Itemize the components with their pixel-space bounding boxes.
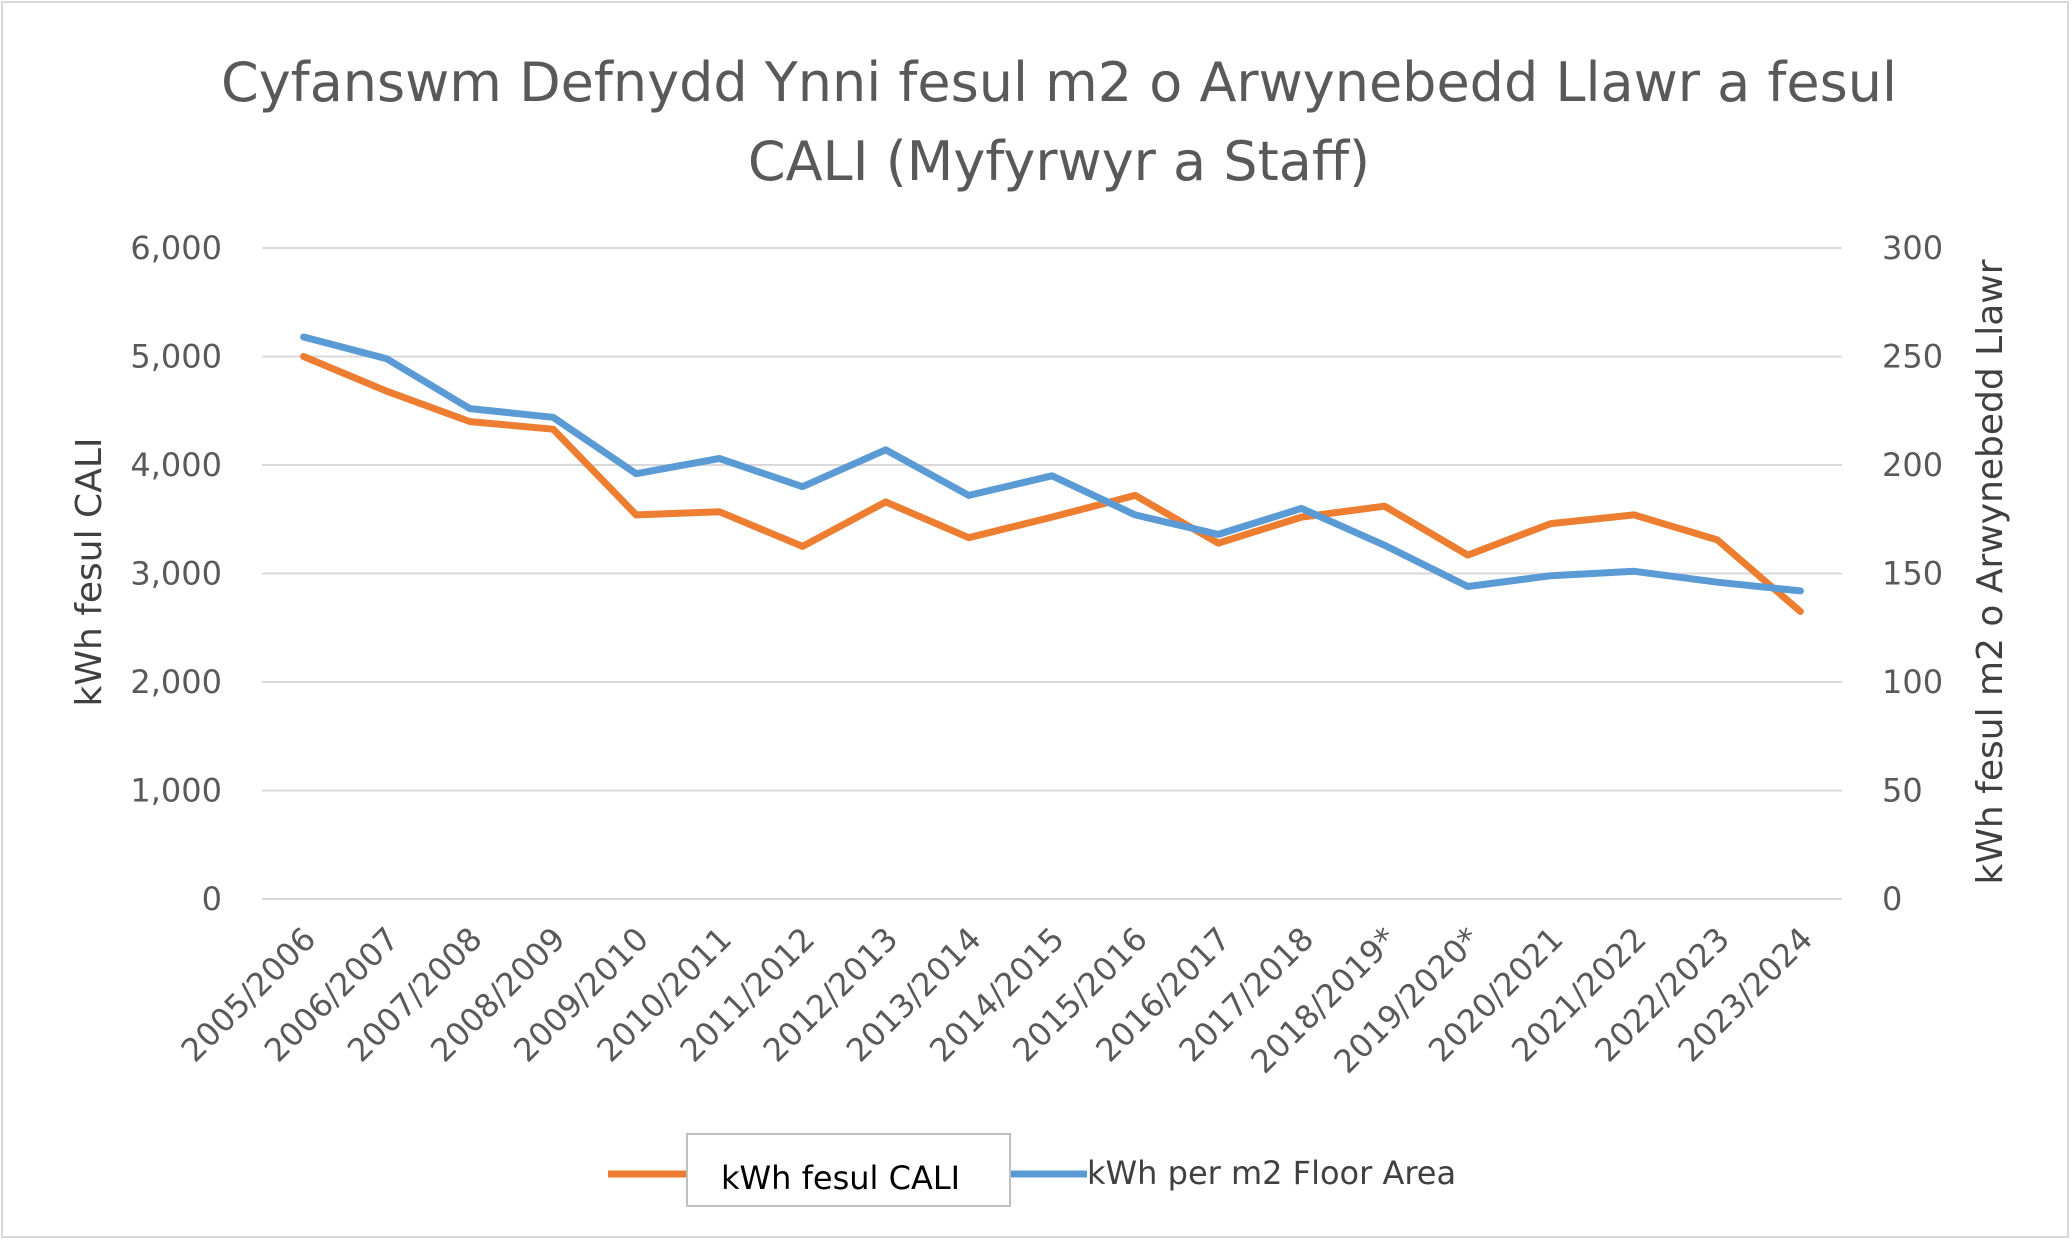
legend-label-cali: kWh fesul CALI [721,1159,960,1197]
chart-title: Cyfanswm Defnydd Ynni fesul m2 o Arwyneb… [221,51,1897,193]
x-axis-ticks: 2005/20062006/20072007/20082008/20092009… [174,920,1821,1081]
gridlines [262,247,1842,900]
right-axis-title: kWh fesul m2 o Arwynebedd Llawr [1970,259,2011,884]
series-line-cali [300,353,1804,615]
left-tick-label: 2,000 [130,663,222,701]
right-tick-label: 300 [1882,229,1943,267]
series-lines [300,333,1804,615]
left-tick-label: 5,000 [130,338,222,376]
legend-label-box [686,1133,1011,1207]
right-tick-label: 150 [1882,555,1943,593]
left-tick-label: 3,000 [130,555,222,593]
right-tick-label: 200 [1882,446,1943,484]
left-axis-title: kWh fesul CALI [69,438,110,707]
left-tick-label: 1,000 [130,772,222,810]
right-tick-label: 50 [1882,772,1923,810]
left-tick-label: 4,000 [130,446,222,484]
right-tick-label: 250 [1882,338,1943,376]
right-tick-label: 0 [1882,880,1902,918]
chart-title-line-1: Cyfanswm Defnydd Ynni fesul m2 o Arwyneb… [221,51,1897,114]
left-tick-label: 6,000 [130,229,222,267]
series-line-floor-area [300,333,1804,595]
chart-title-line-2: CALI (Myfyrwyr a Staff) [748,130,1370,193]
right-tick-label: 100 [1882,663,1943,701]
left-tick-label: 0 [202,880,222,918]
legend-label-floor-area: kWh per m2 Floor Area [1087,1154,1456,1192]
legend: kWh fesul CALI kWh per m2 Floor Area [608,1133,1456,1207]
left-axis-ticks: 0 1,000 2,000 3,000 4,000 5,000 6,000 [130,229,222,918]
right-axis-ticks: 0 50 100 150 200 250 300 [1882,229,1943,918]
